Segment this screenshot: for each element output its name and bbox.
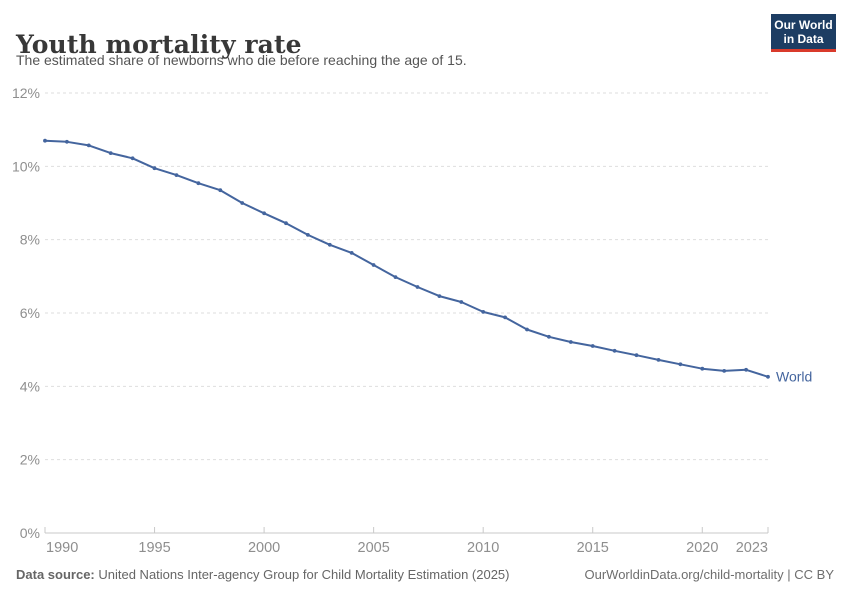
data-point[interactable] xyxy=(86,143,91,148)
y-tick-label: 10% xyxy=(12,158,40,174)
x-tick-label: 1990 xyxy=(46,540,78,556)
data-point[interactable] xyxy=(503,315,507,320)
data-point[interactable] xyxy=(766,374,770,379)
data-point[interactable] xyxy=(722,369,727,373)
data-point[interactable] xyxy=(196,181,201,186)
data-point[interactable] xyxy=(525,327,529,332)
data-point[interactable] xyxy=(152,166,157,171)
data-point[interactable] xyxy=(240,201,245,205)
x-tick-label: 2005 xyxy=(358,540,390,556)
data-source: Data source: United Nations Inter-agency… xyxy=(16,567,510,582)
x-tick-label: 1995 xyxy=(138,540,170,556)
data-point[interactable] xyxy=(43,138,47,143)
data-point[interactable] xyxy=(284,221,288,226)
data-point[interactable] xyxy=(174,173,179,178)
data-point[interactable] xyxy=(547,334,551,339)
data-point[interactable] xyxy=(349,251,354,255)
data-point[interactable] xyxy=(262,211,266,216)
data-source-label: Data source: xyxy=(16,567,95,582)
x-tick-label: 2015 xyxy=(577,540,609,556)
data-point[interactable] xyxy=(481,310,486,314)
x-axis-ticks xyxy=(44,527,769,533)
y-gridlines xyxy=(45,92,770,534)
owid-logo-line2: in Data xyxy=(783,32,824,46)
data-point[interactable] xyxy=(634,353,639,358)
series-end-label[interactable]: World xyxy=(776,368,812,384)
data-point[interactable] xyxy=(415,285,420,289)
x-tick-label: 2010 xyxy=(467,540,499,556)
data-point[interactable] xyxy=(744,367,748,372)
data-point[interactable] xyxy=(327,242,332,247)
x-tick-label: 2023 xyxy=(736,540,768,556)
data-point[interactable] xyxy=(590,344,595,348)
data-point[interactable] xyxy=(130,156,135,161)
data-point[interactable] xyxy=(437,294,442,298)
y-tick-label: 2% xyxy=(20,452,40,468)
data-point[interactable] xyxy=(393,275,398,279)
data-point[interactable] xyxy=(656,358,661,362)
data-point[interactable] xyxy=(108,151,113,156)
y-tick-label: 6% xyxy=(20,305,40,321)
data-source-text: United Nations Inter-agency Group for Ch… xyxy=(94,567,510,582)
data-point[interactable] xyxy=(459,300,464,304)
series-line-world[interactable] xyxy=(44,139,769,378)
y-tick-label: 4% xyxy=(20,378,40,394)
data-point[interactable] xyxy=(218,188,223,193)
x-tick-label: 2000 xyxy=(248,540,280,556)
data-point[interactable] xyxy=(678,362,683,367)
x-tick-label: 2020 xyxy=(686,540,718,556)
series-markers-world[interactable] xyxy=(43,138,770,379)
y-tick-label: 0% xyxy=(20,525,40,541)
owid-logo-line1: Our World xyxy=(774,18,833,32)
data-point[interactable] xyxy=(65,139,69,144)
data-point[interactable] xyxy=(371,263,376,267)
y-tick-label: 8% xyxy=(20,232,40,248)
owid-logo[interactable]: Our World in Data xyxy=(771,14,836,52)
x-axis-labels: 1990 1995 2000 2005 2010 2015 2020 2023 xyxy=(46,540,768,556)
y-axis-labels: 0% 2% 4% 6% 8% 10% 12% xyxy=(12,85,40,541)
data-point[interactable] xyxy=(306,233,310,237)
chart-footer: Data source: United Nations Inter-agency… xyxy=(16,567,834,582)
footer-credit-link[interactable]: OurWorldinData.org/child-mortality | CC … xyxy=(584,567,835,582)
y-tick-label: 12% xyxy=(12,85,40,101)
page-subtitle: The estimated share of newborns who die … xyxy=(16,52,467,68)
page-title: Youth mortality rate xyxy=(16,29,302,59)
data-point[interactable] xyxy=(700,366,705,371)
data-point[interactable] xyxy=(612,348,617,353)
data-point[interactable] xyxy=(568,340,573,344)
